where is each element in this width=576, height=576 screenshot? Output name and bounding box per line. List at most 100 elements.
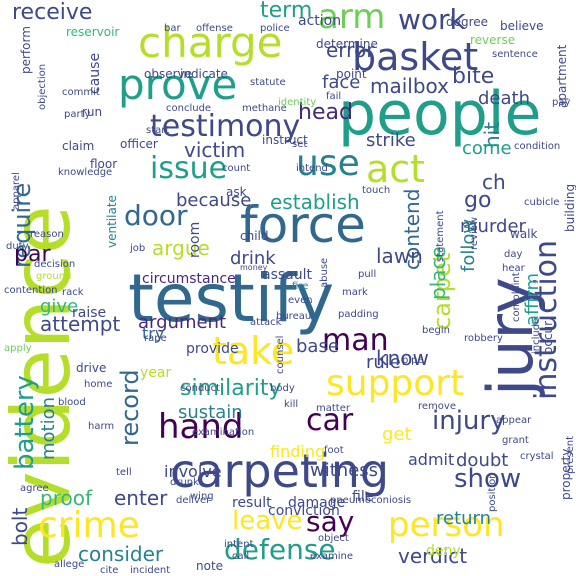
cloud-word: enter xyxy=(114,486,168,510)
cloud-word: conduct xyxy=(180,383,221,394)
cloud-word: floor xyxy=(90,157,118,171)
cloud-word: door xyxy=(124,199,188,232)
cloud-word: room xyxy=(187,221,203,258)
cloud-word: lawn xyxy=(376,244,423,268)
cloud-word: rack xyxy=(62,287,84,298)
cloud-word: deliver xyxy=(176,495,211,506)
cloud-word: return xyxy=(436,508,492,529)
cloud-word: argument xyxy=(138,312,227,333)
cloud-word: examination xyxy=(192,427,255,438)
cloud-word: tell xyxy=(116,467,132,478)
cloud-word: abuse xyxy=(319,257,330,288)
cloud-word: drink xyxy=(230,248,276,269)
cloud-word: reverse xyxy=(470,33,516,47)
cloud-word: fail xyxy=(326,91,342,102)
cloud-word: witness xyxy=(310,460,379,481)
cloud-word: motion xyxy=(38,396,59,460)
cloud-word: conclude xyxy=(166,103,212,114)
cloud-word: ch xyxy=(482,170,506,194)
cloud-word: day xyxy=(504,249,523,260)
cloud-word: count xyxy=(222,163,251,174)
cloud-word: work xyxy=(398,3,466,36)
cloud-word: proof xyxy=(40,486,92,510)
cloud-word: agree xyxy=(20,483,49,494)
cloud-word: sentence xyxy=(492,49,538,60)
cloud-word: start xyxy=(146,125,170,136)
cloud-word: come xyxy=(462,138,512,159)
cloud-word: intent xyxy=(224,539,254,550)
cloud-word: issue xyxy=(150,151,228,186)
cloud-word: set xyxy=(292,139,308,150)
cloud-word: file xyxy=(352,489,374,505)
cloud-word: padding xyxy=(338,309,379,320)
cloud-word: testimony xyxy=(150,109,301,144)
cloud-word: year xyxy=(140,365,172,381)
cloud-word: believe xyxy=(500,19,544,33)
cloud-word: similarity xyxy=(180,376,282,401)
cloud-word: injury xyxy=(432,406,506,436)
cloud-word: building xyxy=(563,183,576,232)
cloud-word: arm xyxy=(318,0,386,37)
cloud-word: force xyxy=(240,196,366,254)
cloud-word: head xyxy=(298,100,353,125)
cloud-word: officer xyxy=(120,137,158,151)
cloud-word: death xyxy=(478,88,530,109)
cloud-word: money xyxy=(240,263,268,272)
cloud-word: mailbox xyxy=(370,74,450,98)
cloud-word: deny xyxy=(426,543,461,559)
cloud-word: party xyxy=(64,109,91,120)
cloud-word: carpeting xyxy=(170,444,390,498)
cloud-word: face xyxy=(322,72,361,93)
cloud-word: ground xyxy=(36,271,72,282)
cloud-word: grant xyxy=(502,435,529,446)
cloud-word: intend xyxy=(296,163,328,174)
cloud-word: harm xyxy=(88,421,115,432)
cloud-word: admit xyxy=(408,450,455,469)
cloud-word: pay xyxy=(552,97,571,108)
cloud-word: error xyxy=(326,38,375,62)
cloud-word: battery xyxy=(10,375,40,470)
cloud-word: pneumoconiosis xyxy=(330,495,412,506)
cloud-word: occur xyxy=(541,320,555,354)
cloud-word: circumstance xyxy=(142,271,236,287)
cloud-word: kill xyxy=(284,399,299,410)
cloud-word: instruct xyxy=(262,133,308,147)
cloud-word: go xyxy=(464,188,492,213)
cloud-word: provide xyxy=(186,341,239,357)
cloud-word: position xyxy=(487,472,498,512)
cloud-word: fire xyxy=(292,281,309,292)
cloud-word: doubt xyxy=(456,450,509,471)
cloud-word: damage xyxy=(288,495,346,511)
cloud-word: statute xyxy=(250,77,286,88)
cloud-word: robbery xyxy=(464,333,503,344)
cloud-word: finding xyxy=(270,442,326,461)
cloud-word: say xyxy=(306,505,355,538)
cloud-word: offense xyxy=(196,23,233,34)
cloud-word: car xyxy=(306,403,354,438)
cloud-word: result xyxy=(232,495,272,511)
cloud-word: apparel xyxy=(11,172,22,210)
cloud-word: term xyxy=(260,0,313,23)
cloud-word: prove xyxy=(118,60,238,109)
cloud-word: objection xyxy=(37,63,48,110)
cloud-word: people xyxy=(338,79,542,149)
cloud-word: remove xyxy=(418,401,456,412)
cloud-word: support xyxy=(326,363,465,404)
cloud-word: counsel xyxy=(275,335,286,374)
cloud-word: foot xyxy=(324,445,344,456)
cloud-word: action xyxy=(298,13,342,29)
cloud-word: par xyxy=(14,242,51,267)
cloud-word: involve xyxy=(164,462,222,481)
cloud-word: crime xyxy=(38,505,140,546)
cloud-word: consider xyxy=(78,542,164,566)
cloud-word: body xyxy=(270,383,295,394)
cloud-word: note xyxy=(196,559,224,573)
cloud-word: call xyxy=(232,551,250,562)
cloud-word: degree xyxy=(446,15,489,29)
cloud-word: person xyxy=(388,505,505,545)
cloud-word: ask xyxy=(226,185,247,199)
cloud-word: leave xyxy=(232,506,303,536)
cloud-word: rape xyxy=(144,333,167,344)
cloud-word: duty xyxy=(6,241,29,252)
